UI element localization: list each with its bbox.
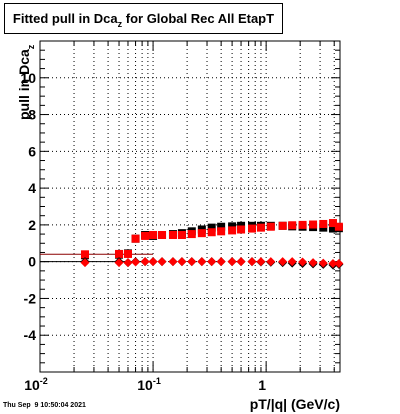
series-1-point	[131, 234, 140, 243]
chart-title-box: Fitted pull in Dca z for Global Rec All …	[4, 3, 283, 34]
series-1-point	[334, 222, 343, 231]
series-0-point	[328, 224, 337, 233]
series-3-point	[80, 258, 90, 268]
series-3-point	[131, 257, 141, 267]
series-1-point	[217, 227, 226, 236]
series-3-point	[256, 257, 266, 267]
x-tick-label: 10-1	[137, 376, 161, 393]
series-3-point	[187, 257, 197, 267]
series-1-point	[256, 223, 265, 232]
series-3-point	[318, 258, 328, 268]
series-1-point	[228, 226, 237, 235]
series-3-point	[123, 258, 133, 268]
series-1-point	[248, 224, 257, 233]
series-3-point	[266, 257, 276, 267]
title-rest: for Global Rec All EtapT	[122, 11, 275, 26]
y-tick-label: 2	[28, 217, 36, 233]
series-3-point	[308, 258, 318, 268]
y-tick-label: 0	[28, 254, 36, 270]
series-1-point	[187, 230, 196, 239]
y-axis-label-main: pull in Dca	[16, 49, 32, 120]
y-tick-label: 8	[28, 107, 36, 123]
series-3-point	[278, 257, 288, 267]
series-1-point	[237, 225, 246, 234]
series-3-point	[148, 257, 158, 267]
series-1-point	[328, 219, 337, 228]
series-1-point	[141, 231, 150, 240]
y-tick-label: -2	[24, 290, 37, 306]
series-3-point	[197, 257, 207, 267]
title-subscript: z	[117, 18, 123, 29]
y-tick-label: 10	[20, 70, 36, 86]
y-tick-label: -4	[24, 327, 37, 343]
series-3-point	[216, 257, 226, 267]
series-3-point	[298, 257, 308, 267]
y-axis-label: pull in Dcaz	[16, 45, 36, 120]
series-3-point	[168, 257, 178, 267]
series-1-point	[298, 220, 307, 229]
series-1-point	[123, 249, 132, 258]
series-3-point	[247, 257, 257, 267]
chart-title: Fitted pull in Dca z for Global Rec All …	[5, 4, 282, 33]
series-1-point	[80, 250, 89, 259]
series-1-point	[158, 231, 167, 240]
x-tick-label: 10-2	[24, 376, 48, 393]
series-1-point	[278, 221, 287, 230]
y-axis-label-subscript: z	[26, 44, 36, 50]
series-1-point	[288, 221, 297, 230]
x-axis-label: pT/|q| (GeV/c)	[249, 396, 340, 412]
series-1-point	[266, 222, 275, 231]
series-1-point	[149, 231, 158, 240]
series-1-point	[115, 249, 124, 258]
y-tick-label: 4	[28, 180, 36, 196]
y-tick-label: 6	[28, 143, 36, 159]
series-3-point	[114, 258, 124, 268]
plot-frame	[39, 40, 341, 373]
series-3-point	[140, 257, 150, 267]
series-3-point	[207, 257, 217, 267]
series-3-point	[177, 257, 187, 267]
series-1-point	[309, 220, 318, 229]
series-1-point	[319, 219, 328, 228]
series-3-point	[157, 257, 167, 267]
timestamp: Thu Sep 9 10:50:04 2021	[3, 402, 86, 409]
series-0-point	[217, 222, 226, 231]
series-1-point	[197, 229, 206, 238]
series-1-point	[177, 231, 186, 240]
series-1-point	[168, 231, 177, 240]
series-0-point	[228, 222, 237, 231]
x-tick-label: 1	[258, 377, 266, 393]
series-3-point	[287, 257, 297, 267]
series-3-point	[236, 257, 246, 267]
title-main: Fitted pull in Dca	[12, 11, 118, 26]
series-3-point	[334, 259, 344, 269]
series-3-point	[227, 257, 237, 267]
series-3-point	[328, 259, 338, 269]
series-1-point	[207, 228, 216, 237]
series-0-point	[207, 223, 216, 232]
